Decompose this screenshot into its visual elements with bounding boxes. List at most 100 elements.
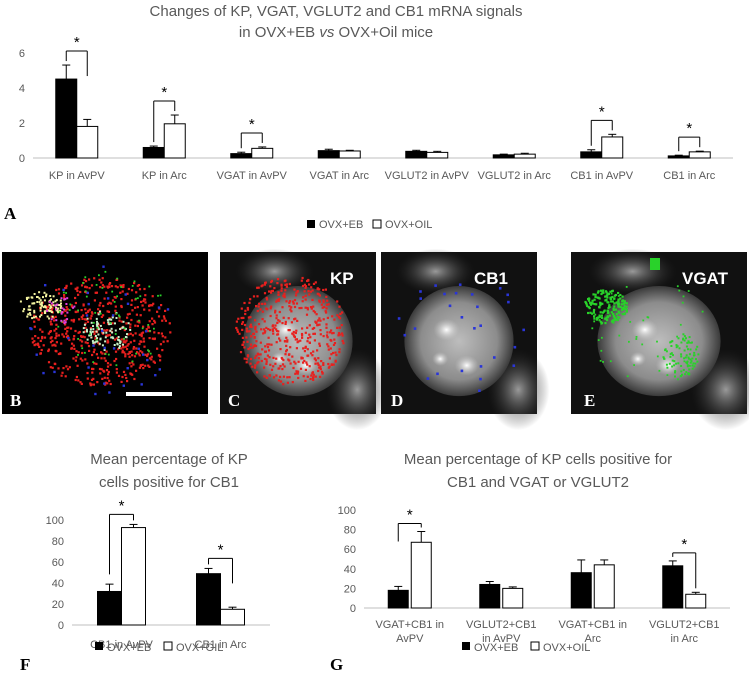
- colocalized-signal-dot: [93, 341, 96, 344]
- kp-signal-dot: [33, 314, 36, 317]
- vgat-signal-dot: [84, 351, 86, 354]
- vgat-signal-dot: [613, 305, 616, 308]
- colocalized-signal-dot: [122, 320, 125, 323]
- kp-signal-dot: [313, 311, 317, 314]
- vgat-signal-dot: [587, 298, 590, 301]
- kp-signal-dot: [285, 283, 288, 286]
- kp-signal-dot: [63, 296, 66, 299]
- chartA-category-label: CB1 in AvPV: [570, 170, 633, 182]
- kp-signal-dot: [264, 330, 267, 333]
- kp-signal-dot: [66, 368, 70, 371]
- vgat-signal-dot: [680, 341, 683, 344]
- colocalized-signal-dot: [48, 317, 51, 320]
- kp-signal-dot: [64, 287, 67, 290]
- kp-signal-dot: [242, 316, 245, 319]
- chartG-bar-eb: [479, 583, 501, 609]
- kp-signal-dot: [319, 365, 322, 368]
- kp-signal-dot: [118, 319, 121, 322]
- vgat-signal-dot: [610, 292, 613, 295]
- kp-signal-dot: [284, 279, 287, 282]
- colocalized-signal-dot: [28, 312, 31, 315]
- kp-signal-dot: [50, 315, 53, 318]
- vgat-signal-dot: [612, 321, 615, 324]
- kp-signal-dot: [260, 328, 263, 331]
- vgat-signal-dot: [682, 333, 685, 336]
- kp-signal-dot: [271, 328, 274, 331]
- kp-signal-dot: [288, 301, 291, 304]
- vgat-signal-dot: [656, 340, 658, 343]
- kp-signal-dot: [70, 347, 73, 350]
- vgat-signal-dot: [607, 307, 610, 310]
- kp-signal-dot: [105, 291, 108, 294]
- kp-signal-dot: [74, 329, 77, 333]
- vgat-signal-dot: [617, 298, 620, 301]
- kp-signal-dot: [281, 368, 284, 371]
- vgat-signal-dot: [680, 375, 683, 378]
- vgat-signal-dot: [612, 313, 615, 316]
- kp-signal-dot: [132, 363, 135, 366]
- kp-signal-dot: [274, 311, 277, 314]
- kp-signal-dot: [140, 332, 143, 335]
- panel-letter-g: G: [330, 655, 343, 674]
- kp-signal-dot: [120, 338, 123, 341]
- colocalized-signal-dot: [48, 303, 51, 306]
- kp-signal-dot: [93, 342, 96, 345]
- kp-signal-dot: [322, 299, 325, 302]
- chartG-bar-oil: [410, 541, 432, 609]
- kp-signal-dot: [108, 285, 111, 288]
- kp-signal-dot: [306, 363, 309, 366]
- kp-signal-dot: [292, 330, 295, 334]
- vgat-signal-dot: [85, 295, 88, 298]
- kp-signal-dot: [253, 366, 257, 369]
- kp-signal-dot: [97, 308, 100, 311]
- colocalized-signal-dot: [54, 300, 57, 303]
- kp-signal-dot: [266, 343, 269, 346]
- chartF-significance-star: *: [218, 541, 224, 558]
- panel-letter-d: D: [391, 391, 403, 410]
- colocalized-signal-dot: [41, 301, 43, 304]
- kp-signal-dot: [162, 315, 166, 318]
- kp-signal-dot: [148, 357, 152, 360]
- kp-signal-dot: [257, 305, 260, 308]
- kp-signal-dot: [332, 343, 336, 346]
- kp-signal-dot: [285, 336, 288, 339]
- kp-signal-dot: [36, 342, 40, 345]
- cb1-signal-dot: [94, 392, 97, 396]
- kp-signal-dot: [325, 303, 328, 306]
- kp-signal-dot: [77, 293, 80, 296]
- kp-signal-dot: [111, 299, 115, 302]
- kp-signal-dot: [80, 382, 83, 385]
- kp-signal-dot: [86, 342, 89, 345]
- colocalized-signal-dot: [43, 291, 46, 294]
- kp-signal-dot: [93, 332, 96, 336]
- kp-signal-dot: [301, 276, 304, 280]
- kp-signal-dot: [249, 325, 252, 328]
- kp-signal-dot: [259, 353, 262, 356]
- kp-signal-dot: [83, 278, 86, 281]
- panel-letter-f: F: [20, 655, 30, 674]
- vgat-signal-dot: [98, 274, 100, 277]
- legend-swatch-oil-f: [163, 641, 173, 651]
- vgat-signal-dot: [69, 303, 72, 306]
- kp-signal-dot: [294, 338, 297, 341]
- cb1-signal-dot: [137, 347, 140, 350]
- kp-signal-dot: [85, 286, 89, 289]
- kp-signal-dot: [341, 334, 344, 337]
- kp-signal-dot: [308, 324, 311, 327]
- kp-signal-dot: [249, 316, 252, 319]
- colocalized-signal-dot: [27, 313, 30, 316]
- kp-signal-dot: [108, 333, 111, 337]
- colocalized-signal-dot: [43, 310, 46, 313]
- vgat-signal-dot: [149, 352, 152, 355]
- kp-signal-dot: [164, 336, 167, 339]
- chartA-bar-eb: [142, 146, 165, 159]
- vgat-signal-dot: [65, 292, 67, 294]
- kp-signal-dot: [325, 326, 328, 329]
- kp-signal-dot: [95, 353, 98, 356]
- kp-signal-dot: [157, 315, 161, 318]
- kp-signal-dot: [276, 282, 279, 285]
- kp-signal-dot: [97, 312, 100, 315]
- kp-signal-dot: [156, 310, 159, 313]
- kp-signal-dot: [284, 322, 287, 325]
- vgat-signal-dot: [133, 280, 136, 283]
